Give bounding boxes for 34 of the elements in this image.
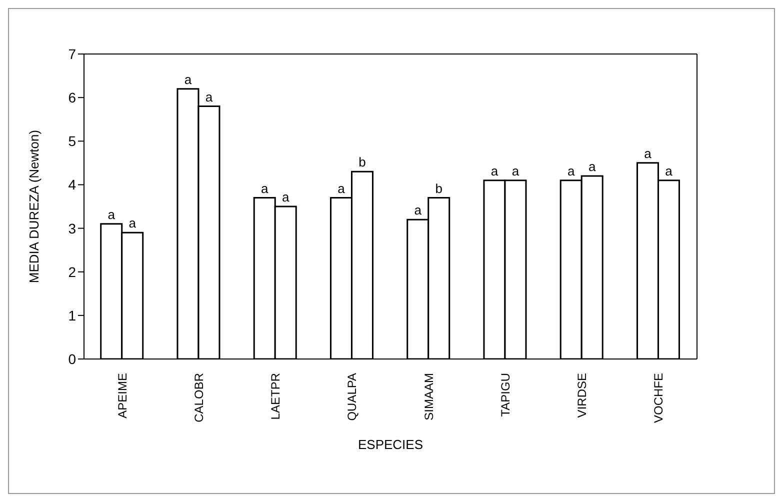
y-tick-label: 4 [68,176,76,193]
data-label: a [588,159,596,174]
x-tick-label: CALOBR [192,372,206,422]
y-tick-label: 2 [68,264,76,280]
data-label: a [665,163,674,178]
data-label: a [490,163,499,178]
data-label: b [435,180,442,196]
y-tick-label: 6 [68,90,76,106]
data-label: a [260,180,269,196]
data-label: a [184,72,192,87]
data-label: b [358,154,366,170]
x-tick-label: VIRDSE [575,373,590,418]
x-tick-label: QUALPA [345,373,360,421]
y-tick-label: 1 [68,307,76,324]
data-label: a [108,206,116,222]
x-tick-label: SIMAAM [422,373,436,420]
data-label: a [128,216,137,231]
y-tick-label: 7 [68,46,76,62]
x-tick-label: LAETPR [268,372,283,420]
data-label: a [205,89,214,104]
x-tick-label: APEIME [115,373,130,418]
x-axis-title: ESPECIES [358,437,424,452]
y-tick-label: 5 [68,133,76,150]
data-label: a [282,190,290,204]
data-label: a [512,163,520,178]
data-label: a [567,163,576,178]
data-label: a [338,180,346,196]
y-tick-label: 3 [68,220,76,236]
x-tick-label: VOCHFE [652,373,666,424]
data-label: a [644,146,652,161]
data-label: a [414,202,422,218]
x-tick-label: TAPIGU [498,373,512,417]
y-axis-title: MEDIA DUREZA (Newton) [26,130,42,284]
y-tick-label: 0 [68,350,76,367]
